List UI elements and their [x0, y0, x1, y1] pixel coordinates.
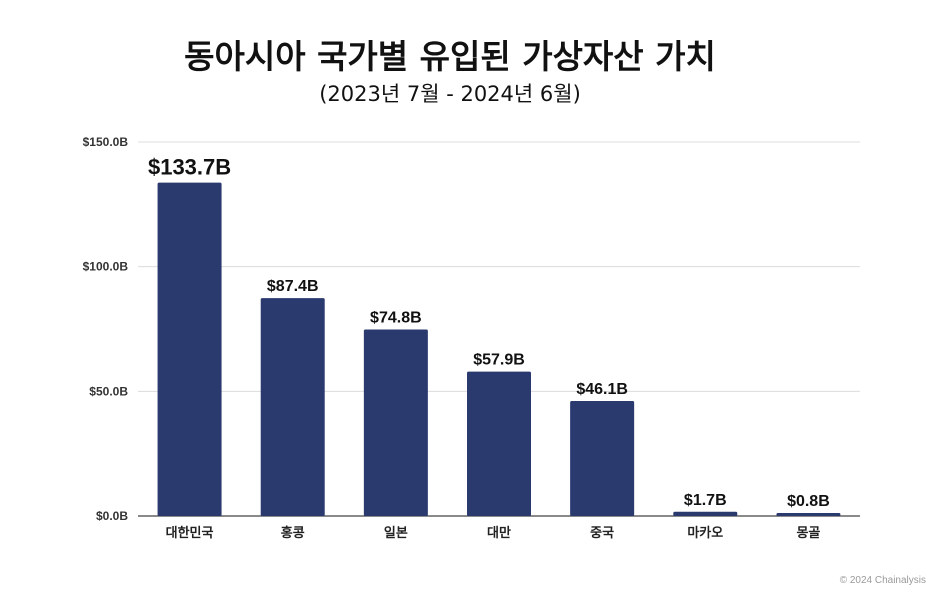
chart-subtitle: (2023년 7월 - 2024년 6월)	[319, 82, 581, 106]
data-label: $0.8B	[787, 493, 830, 510]
copyright-credit: © 2024 Chainalysis	[840, 575, 926, 586]
y-tick-label: $100.0B	[83, 260, 129, 274]
y-tick-label: $150.0B	[83, 135, 129, 149]
bar-3	[363, 329, 428, 516]
bars	[157, 182, 841, 516]
x-tick-label: 대만	[487, 525, 511, 541]
bar-4	[467, 371, 531, 516]
data-label: $133.7B	[148, 155, 231, 180]
data-label: $46.1B	[576, 381, 628, 398]
y-tick-label: $50.0B	[89, 384, 128, 398]
data-labels: $133.7B $87.4B $74.8B $57.9B $46.1B $1.7B $0.8…	[148, 155, 830, 510]
data-label: $1.7B	[684, 492, 727, 509]
bar-7	[776, 513, 841, 516]
x-tick-label: 홍콩	[281, 525, 305, 541]
x-tick-label: 몽골	[796, 526, 820, 541]
bar-6	[673, 511, 738, 516]
chart-title: 동아시아 국가별 유입된 가상자산 가치	[184, 37, 716, 76]
y-tick-label: $0.0B	[96, 509, 128, 523]
x-tick-label: 일본	[384, 526, 408, 541]
bar-1	[157, 182, 222, 516]
data-label: $57.9B	[473, 352, 525, 369]
x-tick-label: 대한민국	[166, 525, 214, 541]
data-label: $87.4B	[267, 278, 319, 295]
y-axis: $0.0B $50.0B $100.0B $150.0B	[83, 135, 129, 523]
x-tick-label: 마카오	[687, 525, 723, 541]
bar-5	[570, 401, 635, 516]
bar-2	[260, 298, 325, 516]
x-axis: 대한민국 홍콩 일본 대만 중국 마카오 몽골	[166, 525, 821, 541]
x-tick-label: 중국	[590, 526, 614, 541]
data-label: $74.8B	[370, 309, 422, 326]
